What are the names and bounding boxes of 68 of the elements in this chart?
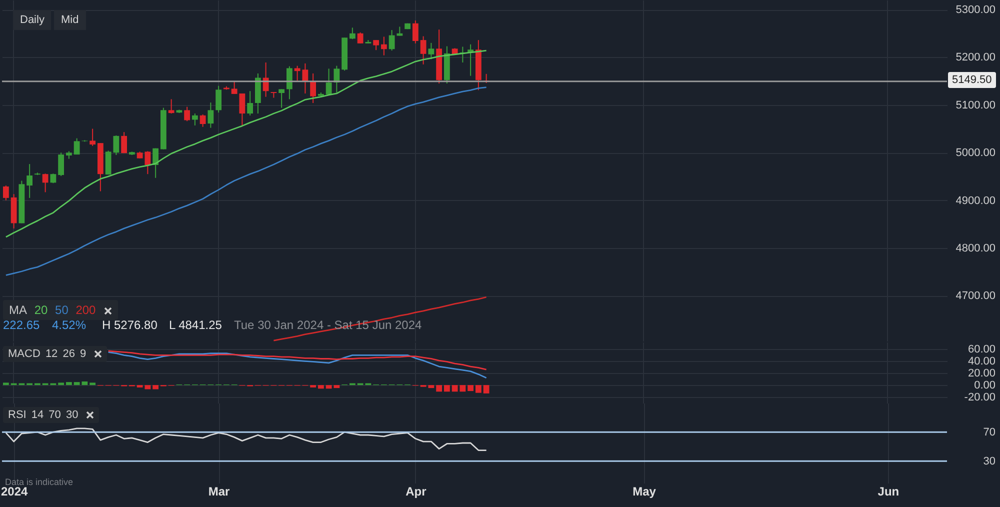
line-series	[108, 351, 488, 379]
y-tick-label: 30	[983, 456, 996, 468]
x-tick-label: May	[632, 484, 656, 498]
candlestick	[200, 114, 206, 128]
ref-line-label: 5149.50	[948, 72, 996, 88]
y-tick-label: 4800.00	[956, 242, 996, 254]
x-tick-label: Apr	[406, 484, 427, 498]
candlestick	[373, 40, 380, 51]
y-tick-label: 4900.00	[956, 194, 996, 207]
y-tick-label: 5000.00	[956, 147, 996, 160]
candlestick	[168, 98, 174, 114]
annotation: 222.65	[3, 318, 40, 332]
annotation: L 4841.25	[169, 318, 222, 332]
candlestick	[152, 148, 159, 178]
candlestick	[247, 90, 254, 116]
text: MACD 12 26 9	[3, 346, 108, 362]
y-tick-label: 60.00	[968, 344, 996, 356]
candlestick	[90, 128, 96, 146]
candlestick	[380, 36, 387, 56]
y-tick-label: 5100.00	[956, 99, 996, 112]
annotation: Daily	[13, 10, 52, 30]
candlestick	[50, 173, 56, 184]
candlestick	[334, 65, 340, 94]
y-tick-label: 70	[983, 426, 996, 439]
text: 50	[54, 303, 68, 317]
candlestick	[184, 106, 190, 122]
y-tick-label: 5200.00	[956, 52, 996, 64]
annotation: H 5276.80	[102, 318, 158, 332]
candlestick	[216, 85, 222, 114]
candlestick	[58, 152, 64, 176]
candlestick	[357, 32, 364, 44]
candlestick	[349, 27, 356, 40]
text: RSI 14 70 30	[3, 407, 100, 423]
candlestick	[428, 42, 434, 60]
y-tick-label: 0.00	[974, 380, 996, 392]
line-series	[5, 50, 488, 238]
x-tick-label: Mar	[208, 484, 230, 498]
annotation: Mid	[54, 10, 86, 30]
candlestick	[208, 102, 214, 128]
y-tick-label: 5300.00	[956, 4, 996, 16]
candlestick	[286, 66, 292, 100]
candlestick	[412, 20, 418, 44]
y-tick-label: 40.00	[968, 356, 996, 368]
candlestick	[121, 132, 128, 154]
candlestick	[326, 68, 332, 95]
line-series	[108, 350, 488, 370]
candlestick	[26, 164, 33, 198]
candlestick	[278, 88, 285, 108]
line-series	[272, 296, 488, 342]
candlestick	[262, 62, 269, 98]
candlestick	[42, 173, 48, 193]
text: 20	[33, 303, 48, 317]
text: 200	[74, 303, 96, 317]
legend-title: MA	[9, 303, 27, 317]
y-tick-label: 4700.00	[956, 290, 996, 302]
x-tick-label: Jun	[878, 484, 900, 498]
candlestick	[192, 113, 198, 126]
candlestick	[420, 36, 426, 65]
candlestick	[2, 185, 9, 201]
x-tick-label: 2024	[0, 484, 28, 498]
candlestick	[74, 138, 80, 156]
y-tick-label: 20.00	[968, 368, 996, 380]
annotation: 4.52%	[52, 318, 86, 332]
y-tick-label: -20.00	[964, 392, 996, 404]
annotation: Data is indicative	[5, 477, 74, 487]
candlestick	[310, 72, 316, 104]
line-series	[5, 428, 488, 451]
line-series	[5, 86, 488, 276]
